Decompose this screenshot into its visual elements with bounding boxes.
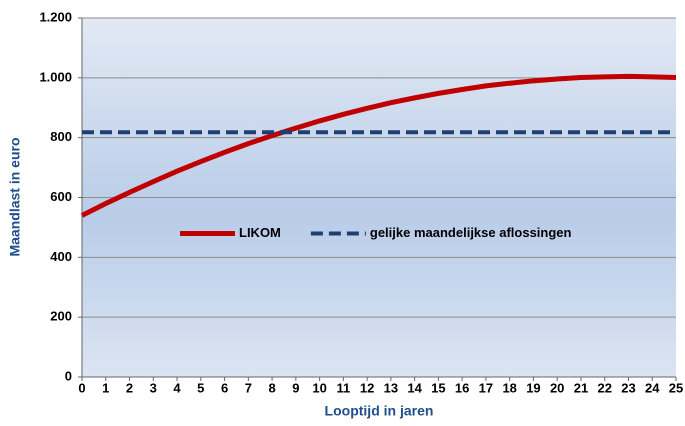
y-tick-label: 1.200 (39, 9, 72, 24)
line-series (80, 73, 677, 218)
x-tick-label: 20 (550, 380, 564, 395)
y-tick-label: 200 (50, 309, 72, 324)
x-tick-label: 7 (245, 380, 252, 395)
y-tick-label: 800 (50, 129, 72, 144)
y-tick-label: 1.000 (39, 69, 72, 84)
x-tick-label: 14 (407, 380, 422, 395)
x-tick-label: 13 (384, 380, 398, 395)
legend-label: gelijke maandelijkse aflossingen (370, 225, 572, 240)
x-tick-label: 15 (431, 380, 445, 395)
legend-label: LIKOM (239, 225, 281, 240)
y-tick-label: 600 (50, 189, 72, 204)
x-tick-label: 18 (502, 380, 516, 395)
x-tick-label: 12 (360, 380, 374, 395)
x-tick-label: 22 (597, 380, 611, 395)
x-tick-label: 2 (126, 380, 133, 395)
x-tick-label: 17 (479, 380, 493, 395)
x-tick-label: 0 (78, 380, 85, 395)
x-tick-label: 3 (150, 380, 157, 395)
x-tick-label: 25 (669, 380, 683, 395)
y-tick-label: 400 (50, 249, 72, 264)
x-tick-label: 8 (268, 380, 275, 395)
x-tick-label: 19 (526, 380, 540, 395)
x-tick-label: 23 (621, 380, 635, 395)
x-tick-label: 21 (574, 380, 588, 395)
y-axis-title: Maandlast in euro (7, 137, 23, 256)
x-tick-label: 24 (645, 380, 660, 395)
y-tick-label: 0 (65, 368, 72, 383)
x-tick-label: 4 (173, 380, 181, 395)
x-tick-label: 11 (336, 380, 350, 395)
x-axis-title: Looptijd in jaren (325, 403, 434, 419)
x-tick-label: 9 (292, 380, 299, 395)
x-tick-label: 16 (455, 380, 469, 395)
x-tick-label: 10 (312, 380, 326, 395)
x-tick-label: 5 (197, 380, 204, 395)
x-tick-label: 6 (221, 380, 228, 395)
x-tick-label: 1 (102, 380, 109, 395)
